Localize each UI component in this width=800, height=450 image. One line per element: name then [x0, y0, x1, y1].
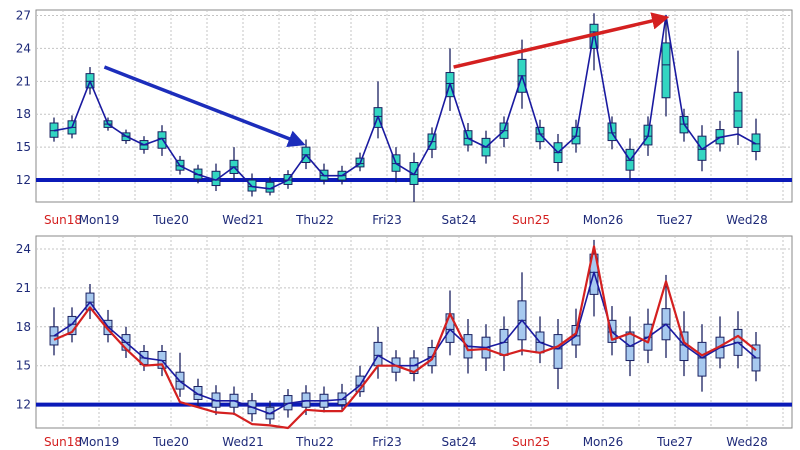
trend-arrow-down	[103, 65, 306, 147]
series-line-mean	[53, 271, 757, 415]
x-tick-label: Thu22	[295, 435, 334, 449]
box	[193, 385, 203, 400]
y-tick-label: 12	[16, 398, 31, 412]
box	[733, 91, 743, 128]
trend-arrow-up	[453, 12, 670, 69]
y-tick-label: 21	[16, 281, 31, 295]
x-tick-label: Sun18	[44, 435, 82, 449]
x-tick-label: Sun18	[44, 213, 82, 227]
y-tick-label: 18	[16, 320, 31, 334]
y-tick-label: 24	[16, 41, 31, 55]
box	[751, 133, 761, 153]
box	[697, 341, 707, 377]
x-tick-label: Mon19	[79, 435, 120, 449]
x-tick-label: Wed28	[726, 435, 767, 449]
y-tick-label: 24	[16, 242, 31, 256]
series-line-operational	[53, 245, 757, 430]
x-tick-label: Tue27	[656, 435, 693, 449]
x-tick-label: Mon19	[79, 213, 120, 227]
x-tick-label: Sat24	[442, 213, 477, 227]
x-tick-label: Fri23	[372, 435, 402, 449]
y-tick-label: 21	[16, 74, 31, 88]
x-tick-label: Tue20	[152, 213, 189, 227]
box	[661, 42, 671, 99]
x-tick-label: Sun25	[512, 213, 550, 227]
x-tick-label: Sun25	[512, 435, 550, 449]
x-tick-label: Thu22	[295, 213, 334, 227]
x-tick-label: Wed21	[222, 435, 263, 449]
x-tick-label: Tue20	[152, 435, 189, 449]
y-tick-label: 27	[16, 8, 31, 22]
x-tick-label: Sat24	[442, 435, 477, 449]
x-tick-label: Fri23	[372, 213, 402, 227]
y-tick-label: 15	[16, 140, 31, 154]
plot-frame	[35, 235, 793, 429]
x-tick-label: Mon26	[583, 435, 624, 449]
x-tick-label: Wed21	[222, 213, 263, 227]
x-tick-label: Mon26	[583, 213, 624, 227]
y-tick-label: 12	[16, 173, 31, 187]
x-tick-label: Tue27	[656, 213, 693, 227]
box	[373, 341, 383, 367]
y-tick-label: 18	[16, 107, 31, 121]
box	[553, 334, 563, 369]
y-tick-label: 15	[16, 359, 31, 373]
x-tick-label: Wed28	[726, 213, 767, 227]
series-line-mean	[53, 14, 757, 190]
